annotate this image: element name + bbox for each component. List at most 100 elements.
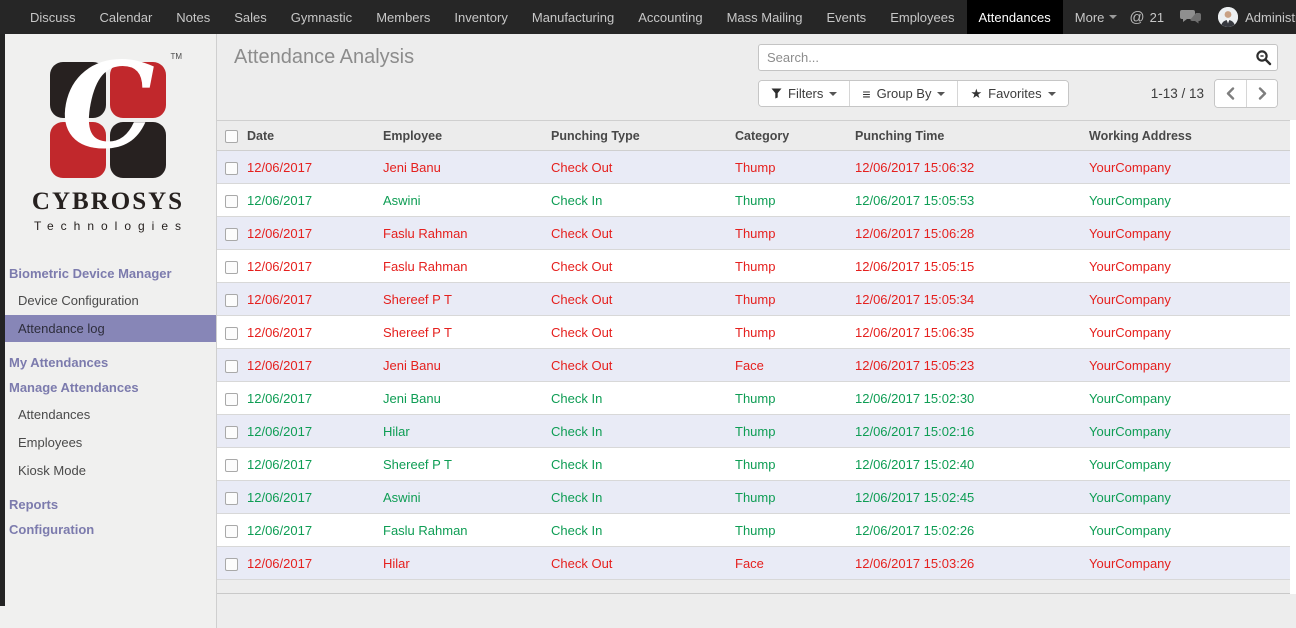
cell-employee: Aswini <box>379 480 547 514</box>
row-checkbox[interactable] <box>225 227 238 241</box>
column-header-punching-type[interactable]: Punching Type <box>547 120 731 151</box>
cell-punching-type: Check Out <box>547 216 731 250</box>
topbar-item-accounting[interactable]: Accounting <box>638 9 703 25</box>
row-checkbox[interactable] <box>225 425 238 439</box>
column-header-date[interactable]: Date <box>243 120 379 151</box>
filters-button[interactable]: Filters <box>759 81 850 106</box>
topbar-item-events[interactable]: Events <box>826 9 867 25</box>
cell-employee: Hilar <box>379 414 547 448</box>
brand-block: C TM CYBROSYS Technologies <box>0 47 216 247</box>
sidebar-header-configuration[interactable]: Configuration <box>9 522 95 537</box>
table-row[interactable]: 12/06/2017 Shereef P T Check Out Thump 1… <box>217 315 1290 349</box>
activities-button[interactable]: @ 21 <box>1129 9 1164 26</box>
left-edge-strip <box>0 34 5 606</box>
row-checkbox[interactable] <box>225 194 238 208</box>
table-row[interactable]: 12/06/2017 Shereef P T Check In Thump 12… <box>217 447 1290 481</box>
cell-working-address: YourCompany <box>1085 183 1290 217</box>
sidebar-header-reports[interactable]: Reports <box>9 497 59 512</box>
topbar-item-calendar[interactable]: Calendar <box>99 9 153 25</box>
row-checkbox[interactable] <box>225 491 238 505</box>
logo-square-bottom-right <box>110 122 166 178</box>
chevron-down-icon <box>829 91 838 96</box>
table-row[interactable]: 12/06/2017 Aswini Check In Thump 12/06/2… <box>217 480 1290 514</box>
sidebar-item-device-configuration[interactable]: Device Configuration <box>18 293 139 308</box>
table-row[interactable]: 12/06/2017 Shereef P T Check Out Thump 1… <box>217 282 1290 316</box>
pager-previous-button[interactable] <box>1215 80 1246 107</box>
table-body: 12/06/2017 Jeni Banu Check Out Thump 12/… <box>217 150 1290 580</box>
column-header-employee[interactable]: Employee <box>379 120 547 151</box>
cell-punching-type: Check In <box>547 513 731 547</box>
sidebar-header-manage-attendances[interactable]: Manage Attendances <box>9 380 139 395</box>
topbar-item-discuss[interactable]: Discuss <box>30 9 76 25</box>
cell-punching-time: 12/06/2017 15:02:40 <box>851 447 1085 481</box>
sidebar-header-my-attendances[interactable]: My Attendances <box>9 355 109 370</box>
pager: 1-13 / 13 <box>1151 79 1278 108</box>
table-row[interactable]: 12/06/2017 Jeni Banu Check Out Face 12/0… <box>217 348 1290 382</box>
favorites-button[interactable]: ★ Favorites <box>957 81 1068 106</box>
cell-punching-type: Check In <box>547 414 731 448</box>
logo-square-top-left <box>50 62 106 118</box>
cell-date: 12/06/2017 <box>243 447 379 481</box>
column-header-punching-time[interactable]: Punching Time <box>851 120 1085 151</box>
cell-employee: Faslu Rahman <box>379 216 547 250</box>
pager-next-button[interactable] <box>1246 80 1277 107</box>
row-checkbox[interactable] <box>225 524 238 538</box>
topbar-item-attendances[interactable]: Attendances <box>966 0 1063 34</box>
topbar-item-members[interactable]: Members <box>376 9 431 25</box>
select-all-checkbox[interactable] <box>225 129 238 143</box>
column-header-category[interactable]: Category <box>731 120 851 151</box>
topbar-item-mass-mailing[interactable]: Mass Mailing <box>726 9 803 25</box>
group-by-button[interactable]: ≡ Group By <box>849 81 958 106</box>
table-row[interactable]: 12/06/2017 Faslu Rahman Check In Thump 1… <box>217 513 1290 547</box>
table-row[interactable]: 12/06/2017 Faslu Rahman Check Out Thump … <box>217 249 1290 283</box>
topbar-item-sales[interactable]: Sales <box>234 9 267 25</box>
cell-category: Thump <box>731 249 851 283</box>
topbar-item-manufacturing[interactable]: Manufacturing <box>531 9 615 25</box>
sidebar-item-kiosk-mode[interactable]: Kiosk Mode <box>18 463 86 478</box>
topbar-item-notes[interactable]: Notes <box>176 9 211 25</box>
user-menu[interactable]: Administrator <box>1218 7 1296 27</box>
cell-employee: Faslu Rahman <box>379 513 547 547</box>
search-icon[interactable] <box>1255 49 1272 71</box>
cell-employee: Jeni Banu <box>379 381 547 415</box>
cell-employee: Faslu Rahman <box>379 249 547 283</box>
row-checkbox[interactable] <box>225 557 238 571</box>
table-row[interactable]: 12/06/2017 Jeni Banu Check In Thump 12/0… <box>217 381 1290 415</box>
sidebar-item-employees[interactable]: Employees <box>18 435 83 450</box>
row-checkbox[interactable] <box>225 260 238 274</box>
search-input[interactable] <box>758 44 1278 71</box>
table-row[interactable]: 12/06/2017 Faslu Rahman Check Out Thump … <box>217 216 1290 250</box>
row-checkbox[interactable] <box>225 458 238 472</box>
table-row[interactable]: 12/06/2017 Hilar Check Out Face 12/06/20… <box>217 546 1290 580</box>
cell-date: 12/06/2017 <box>243 546 379 580</box>
topbar-item-inventory[interactable]: Inventory <box>454 9 508 25</box>
cell-working-address: YourCompany <box>1085 414 1290 448</box>
row-checkbox[interactable] <box>225 359 238 373</box>
row-checkbox[interactable] <box>225 392 238 406</box>
row-checkbox[interactable] <box>225 161 238 175</box>
cell-punching-time: 12/06/2017 15:02:30 <box>851 381 1085 415</box>
cell-punching-time: 12/06/2017 15:06:32 <box>851 150 1085 184</box>
cell-working-address: YourCompany <box>1085 447 1290 481</box>
cell-date: 12/06/2017 <box>243 513 379 547</box>
brand-subtitle: Technologies <box>33 219 189 233</box>
sidebar-item-attendance-log[interactable]: Attendance log <box>0 315 216 342</box>
row-checkbox[interactable] <box>225 293 238 307</box>
cell-category: Thump <box>731 216 851 250</box>
cell-category: Thump <box>731 381 851 415</box>
sidebar-header-biometric-device-manager[interactable]: Biometric Device Manager <box>9 266 172 281</box>
column-header-working-address[interactable]: Working Address <box>1085 120 1290 151</box>
cell-employee: Shereef P T <box>379 447 547 481</box>
page-title: Attendance Analysis <box>234 46 415 68</box>
table-row[interactable]: 12/06/2017 Jeni Banu Check Out Thump 12/… <box>217 150 1290 184</box>
messages-icon[interactable] <box>1180 9 1202 25</box>
sidebar-item-attendances[interactable]: Attendances <box>18 407 91 422</box>
row-checkbox[interactable] <box>225 326 238 340</box>
cell-punching-type: Check Out <box>547 150 731 184</box>
topbar-item-gymnastic[interactable]: Gymnastic <box>290 9 353 25</box>
table-row[interactable]: 12/06/2017 Hilar Check In Thump 12/06/20… <box>217 414 1290 448</box>
table-row[interactable]: 12/06/2017 Aswini Check In Thump 12/06/2… <box>217 183 1290 217</box>
topbar-item-employees[interactable]: Employees <box>890 9 955 25</box>
topbar-item-more[interactable]: More <box>1063 0 1130 34</box>
star-icon: ★ <box>970 86 983 101</box>
